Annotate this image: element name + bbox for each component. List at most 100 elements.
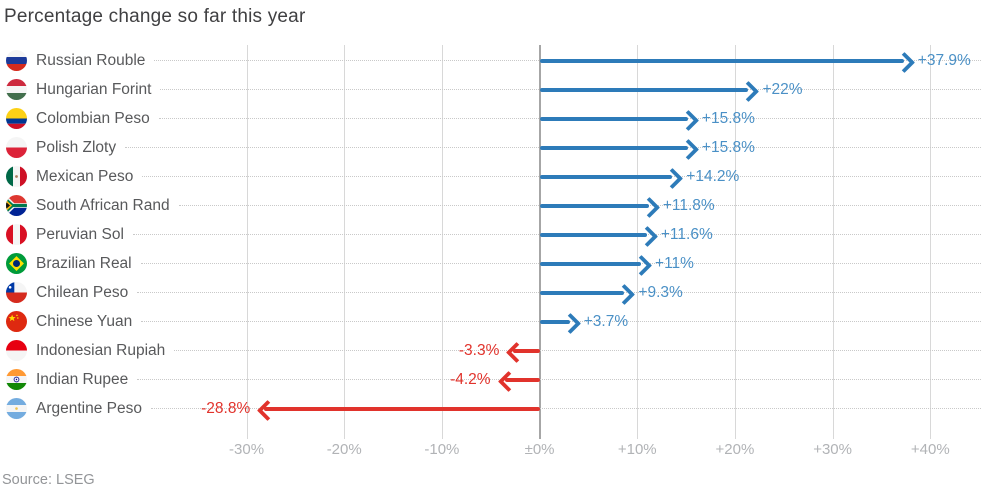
chart-row: Argentine Peso -28.8% xyxy=(0,394,985,423)
currency-label: South African Rand xyxy=(36,196,170,214)
arrowhead-left-icon xyxy=(497,370,519,393)
arrowhead-right-icon xyxy=(677,138,700,161)
currency-label: Argentine Peso xyxy=(36,399,142,417)
arrowhead-right-icon xyxy=(614,283,636,306)
currency-label: Chilean Peso xyxy=(36,283,129,301)
chart-title: Percentage change so far this year xyxy=(4,6,306,27)
value-label: +14.2% xyxy=(686,168,740,185)
value-label: +11.8% xyxy=(662,197,715,214)
value-label: -3.3% xyxy=(458,342,500,359)
value-label: +3.7% xyxy=(583,313,629,330)
currency-label: Indonesian Rupiah xyxy=(36,341,166,359)
arrowhead-right-icon xyxy=(636,225,658,248)
arrow-shaft xyxy=(539,290,625,295)
value-label: -4.2% xyxy=(450,371,491,388)
arrow-shaft xyxy=(539,174,673,179)
zero-gridline xyxy=(538,45,541,439)
arrow-shaft xyxy=(539,145,688,150)
dotted-leader xyxy=(151,408,981,409)
flag-peru-icon xyxy=(6,224,27,245)
arrowhead-left-icon xyxy=(506,341,528,364)
flag-russia-icon xyxy=(6,50,27,71)
currency-label: Peruvian Sol xyxy=(36,225,124,243)
chart-rows: Russian Rouble +37.9% Hungarian Forint +22%… xyxy=(0,46,985,423)
flag-chile-icon xyxy=(6,282,27,303)
x-axis-tick-label: +40% xyxy=(910,441,950,458)
flag-hungary-icon xyxy=(6,79,27,100)
flag-brazil-icon xyxy=(6,253,27,274)
x-axis-tick-label: +20% xyxy=(715,441,755,458)
arrow-shaft xyxy=(539,232,647,237)
chart-row: Chinese Yuan +3.7% xyxy=(0,307,985,336)
arrowhead-right-icon xyxy=(677,109,700,132)
flag-india-icon xyxy=(6,369,27,390)
currency-label: Russian Rouble xyxy=(36,51,146,69)
source-label: Source: LSEG xyxy=(2,472,95,488)
value-label: +15.8% xyxy=(701,139,755,156)
gridline xyxy=(832,45,834,439)
currency-label: Hungarian Forint xyxy=(36,80,152,98)
arrowhead-right-icon xyxy=(638,196,660,219)
chart-row: Colombian Peso +15.8% xyxy=(0,104,985,133)
chart-row: Indonesian Rupiah -3.3% xyxy=(0,336,985,365)
value-label: +22% xyxy=(762,81,803,98)
chart-row: Hungarian Forint +22% xyxy=(0,75,985,104)
gridline xyxy=(246,45,248,439)
flag-indonesia-icon xyxy=(6,340,27,361)
arrowhead-right-icon xyxy=(738,80,760,103)
arrow-shaft xyxy=(539,58,904,63)
flag-mexico-icon xyxy=(6,166,27,187)
x-axis-tick-label: -30% xyxy=(229,441,265,458)
arrow-shaft xyxy=(539,87,749,92)
x-axis-tick-label: +30% xyxy=(813,441,852,458)
dotted-leader xyxy=(137,379,981,380)
currency-label: Colombian Peso xyxy=(36,109,150,127)
arrow-shaft xyxy=(539,261,642,266)
arrow-shaft xyxy=(264,406,540,411)
flag-poland-icon xyxy=(6,137,27,158)
x-axis-tick-label: ±0% xyxy=(524,441,555,458)
arrow-shaft xyxy=(513,348,540,353)
dotted-leader xyxy=(174,350,981,351)
flag-argentina-icon xyxy=(6,398,27,419)
chart-row: Polish Zloty +15.8% xyxy=(0,133,985,162)
value-label: -28.8% xyxy=(201,400,251,417)
chart-row: Brazilian Real +11% xyxy=(0,249,985,278)
arrow-shaft xyxy=(504,377,540,382)
currency-label: Indian Rupee xyxy=(36,370,129,388)
value-label: +9.3% xyxy=(638,284,683,301)
flag-china-icon xyxy=(6,311,27,332)
value-label: +37.9% xyxy=(917,52,971,69)
flag-south-africa-icon xyxy=(6,195,27,216)
gridline xyxy=(930,45,932,439)
gridline xyxy=(344,45,346,439)
chart-row: Chilean Peso +9.3% xyxy=(0,278,985,307)
chart-row: Mexican Peso +14.2% xyxy=(0,162,985,191)
arrow-shaft xyxy=(539,116,688,121)
x-axis-tick-label: -10% xyxy=(424,441,460,458)
gridline xyxy=(441,45,443,439)
arrow-shaft xyxy=(539,203,649,208)
value-label: +15.8% xyxy=(701,110,755,127)
flag-colombia-icon xyxy=(6,108,27,129)
chart-row: Russian Rouble +37.9% xyxy=(0,46,985,75)
chart-row: Peruvian Sol +11.6% xyxy=(0,220,985,249)
chart-row: Indian Rupee -4.2% xyxy=(0,365,985,394)
currency-label: Polish Zloty xyxy=(36,138,117,156)
currency-label: Brazilian Real xyxy=(36,254,132,272)
arrowhead-right-icon xyxy=(893,51,915,74)
arrowhead-right-icon xyxy=(630,254,653,277)
arrowhead-right-icon xyxy=(559,312,581,335)
currency-label: Chinese Yuan xyxy=(36,312,133,330)
gridline xyxy=(734,45,736,439)
x-axis-tick-label: +10% xyxy=(617,441,657,458)
arrowhead-left-icon xyxy=(257,399,279,422)
arrowhead-right-icon xyxy=(662,167,684,190)
currency-label: Mexican Peso xyxy=(36,167,134,185)
x-axis-tick-label: -20% xyxy=(326,441,362,458)
chart-row: South African Rand +11.8% xyxy=(0,191,985,220)
value-label: +11% xyxy=(655,255,694,272)
arrow-shaft xyxy=(539,319,570,324)
